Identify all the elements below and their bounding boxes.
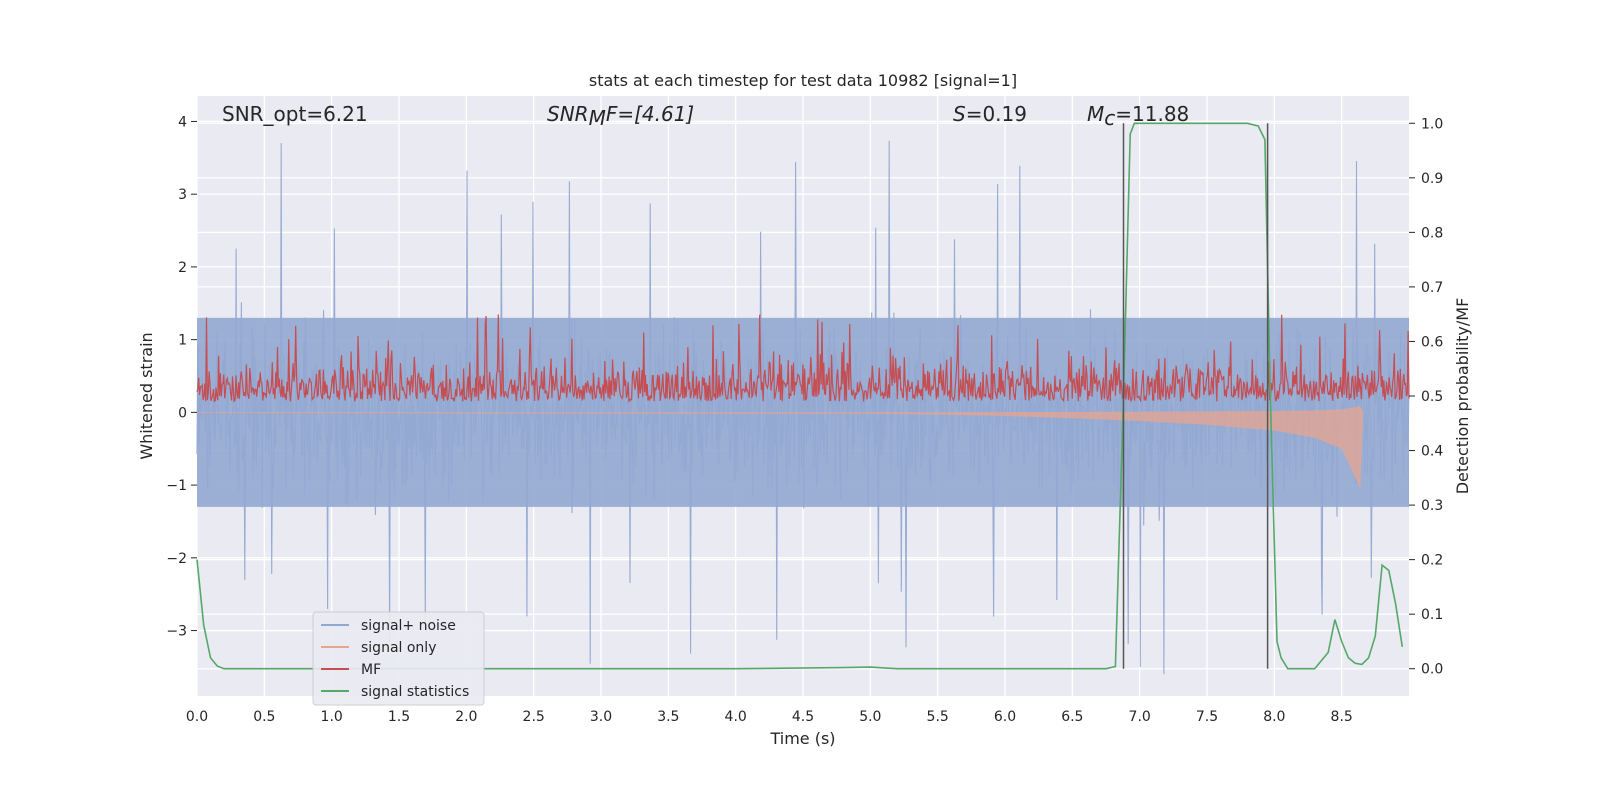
annotation-mc: Mc=11.88 bbox=[1087, 102, 1189, 130]
y-right-tick-label: 0.2 bbox=[1421, 553, 1443, 569]
x-tick-label: 8.5 bbox=[1331, 709, 1353, 725]
vertical-lines bbox=[1122, 123, 1269, 669]
x-tick-label: 5.0 bbox=[859, 709, 881, 725]
series-signal-only bbox=[197, 406, 1364, 489]
y-tick-label: 4 bbox=[178, 114, 187, 130]
y-right-tick-label: 0.5 bbox=[1421, 389, 1443, 405]
series-mf bbox=[196, 314, 1410, 404]
data-layer bbox=[196, 122, 1410, 675]
x-tick-label: 3.0 bbox=[590, 709, 612, 725]
y-right-tick-label: 0.9 bbox=[1421, 171, 1443, 187]
x-tick-label: 0.5 bbox=[253, 709, 275, 725]
y-right-tick-label: 0.3 bbox=[1421, 498, 1443, 514]
y-tick-label: 2 bbox=[178, 260, 187, 276]
x-tick-label: 1.0 bbox=[321, 709, 343, 725]
x-tick-label: 3.5 bbox=[657, 709, 679, 725]
x-tick-label: 2.5 bbox=[523, 709, 545, 725]
legend-label-signal-only: signal only bbox=[361, 640, 436, 656]
legend-box bbox=[312, 611, 485, 706]
x-tick-label: 4.0 bbox=[725, 709, 747, 725]
y-right-tick-label: 0.8 bbox=[1421, 225, 1443, 241]
x-tick-label: 4.5 bbox=[792, 709, 814, 725]
y-right-tick-label: 0.1 bbox=[1421, 607, 1443, 623]
x-tick-label: 7.0 bbox=[1129, 709, 1151, 725]
chart-title: stats at each timestep for test data 109… bbox=[589, 71, 1017, 90]
legend-label-mf: MF bbox=[361, 662, 381, 678]
legend-label-signal-statistics: signal statistics bbox=[361, 684, 469, 700]
x-tick-label: 5.5 bbox=[927, 709, 949, 725]
y-tick-label: 1 bbox=[178, 333, 187, 349]
legend: signal+ noise signal only MF signal stat… bbox=[312, 611, 485, 706]
x-tick-label: 1.5 bbox=[388, 709, 410, 725]
legend-label-signal-noise: signal+ noise bbox=[361, 618, 456, 634]
y-tick-label: −2 bbox=[166, 551, 187, 567]
y-tick-label: 3 bbox=[178, 187, 187, 203]
annotation-snr-opt: SNR_opt=6.21 bbox=[222, 102, 368, 126]
y-tick-label: 0 bbox=[178, 405, 187, 421]
y-axis-label: Whitened strain bbox=[137, 332, 156, 459]
x-tick-label: 6.5 bbox=[1061, 709, 1083, 725]
y-axis-right-label: Detection probability/MF bbox=[1453, 298, 1472, 495]
x-axis-label: Time (s) bbox=[769, 729, 835, 748]
y-right-tick-label: 0.0 bbox=[1421, 662, 1443, 678]
y-tick-label: −3 bbox=[166, 624, 187, 640]
x-tick-label: 0.0 bbox=[186, 709, 208, 725]
ticks: 0.0 0.5 1.0 1.5 2.0 2.5 3.0 3.5 4.0 4.5 5.0 5.5 6.0 6… bbox=[166, 114, 1443, 725]
x-tick-label: 2.0 bbox=[455, 709, 477, 725]
y-right-tick-label: 0.7 bbox=[1421, 280, 1443, 296]
x-tick-label: 6.0 bbox=[994, 709, 1016, 725]
y-right-tick-label: 0.6 bbox=[1421, 334, 1443, 350]
x-tick-label: 8.0 bbox=[1263, 709, 1285, 725]
annotation-snr-mf: SNRMF=[4.61] bbox=[547, 102, 694, 130]
annotation-s: S=0.19 bbox=[953, 102, 1027, 126]
y-tick-label: −1 bbox=[166, 478, 187, 494]
y-right-tick-label: 1.0 bbox=[1421, 116, 1443, 132]
y-right-tick-label: 0.4 bbox=[1421, 444, 1443, 460]
x-tick-label: 7.5 bbox=[1196, 709, 1218, 725]
